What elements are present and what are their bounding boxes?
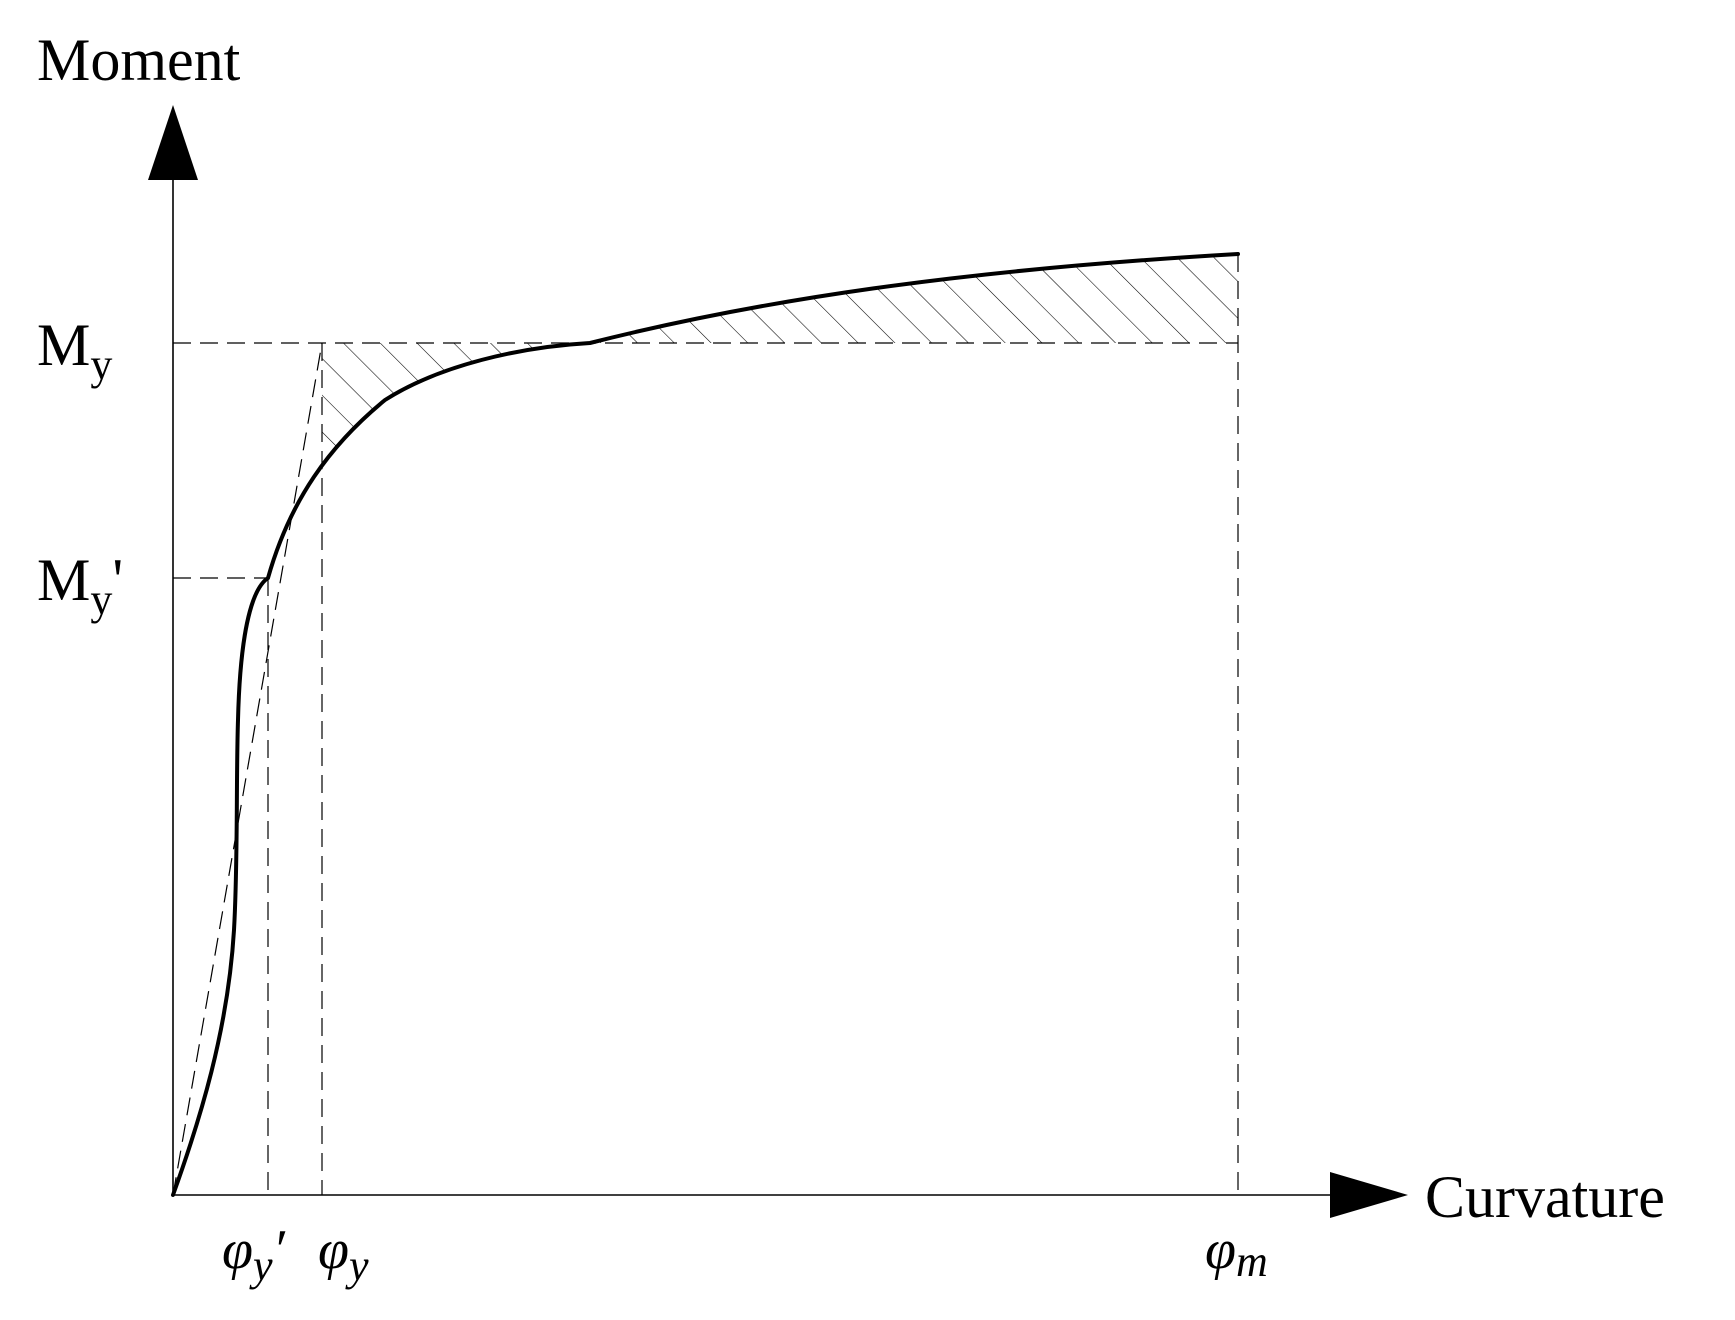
secant-dashed-line	[172, 342, 323, 1196]
phi-y-main: φ	[318, 1219, 349, 1281]
phi-m-main: φ	[1205, 1219, 1236, 1281]
my-subscript: y	[90, 340, 112, 389]
phi-m-tick-label: φm	[1205, 1219, 1268, 1286]
phi-y-prime-tick-label: φy′	[222, 1219, 286, 1290]
my-tick-label: My	[37, 312, 112, 389]
my-prime-subscript: y	[90, 575, 112, 624]
phi-y-prime-mark: ′	[273, 1219, 286, 1281]
my-prime-tick-label: My'	[37, 547, 123, 624]
x-axis-title: Curvature	[1425, 1164, 1665, 1230]
phi-y-subscript: y	[345, 1241, 369, 1290]
moment-curvature-curve	[171, 252, 1240, 1197]
phi-m-subscript: m	[1236, 1237, 1268, 1286]
hatched-region-lower	[322, 343, 590, 470]
phi-y-prime-main: φ	[222, 1219, 253, 1281]
y-axis-title: Moment	[37, 27, 241, 93]
phi-y-prime-subscript: y	[249, 1241, 273, 1290]
my-main: M	[37, 312, 90, 378]
x-axis-arrow-icon	[1330, 1172, 1408, 1218]
phi-y-tick-label: φy	[318, 1219, 369, 1290]
y-axis-arrow-icon	[148, 105, 198, 180]
my-prime-mark: '	[112, 547, 123, 613]
my-prime-main: M	[37, 547, 90, 613]
